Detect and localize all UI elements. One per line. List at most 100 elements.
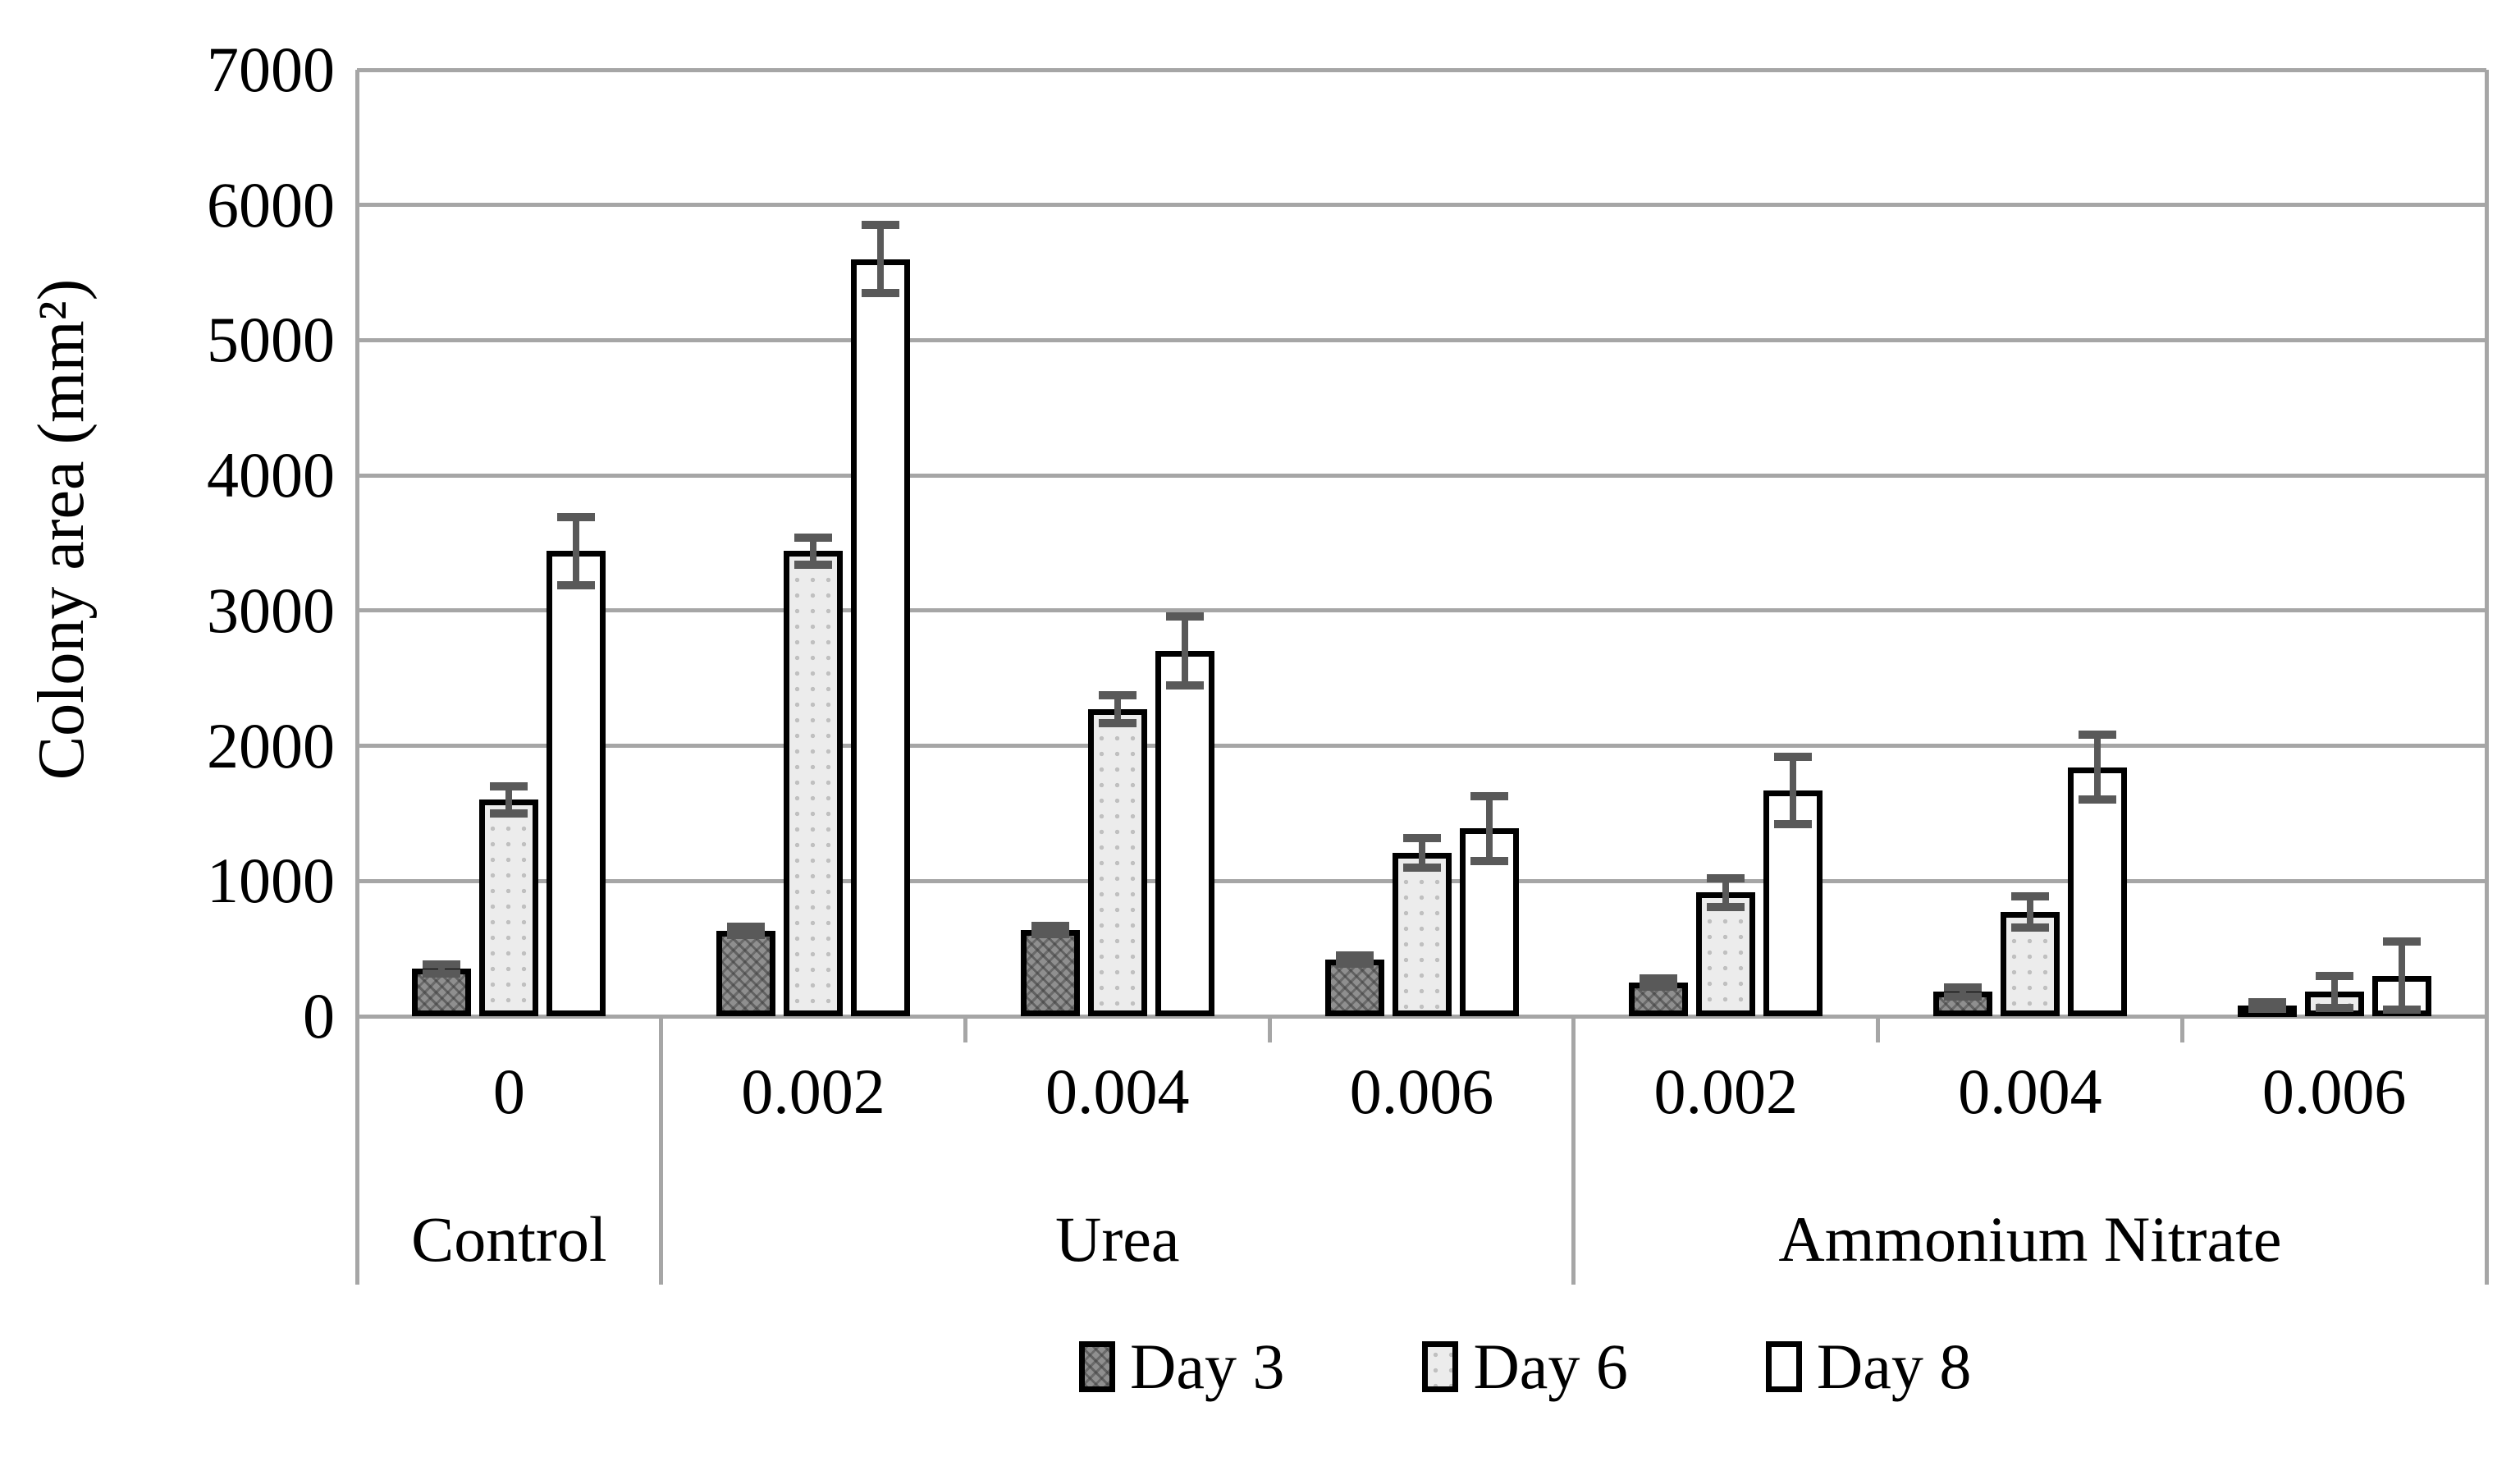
x-tick-label-concentration: 0.006 [2262, 1056, 2407, 1127]
error-bar-cap-bottom [490, 809, 528, 818]
error-bar-cap-bottom [557, 580, 596, 589]
gridline [357, 337, 2486, 342]
bar-day8 [851, 259, 911, 1016]
error-bar-cap-bottom [2078, 795, 2116, 804]
y-tick-label: 6000 [207, 168, 335, 241]
error-bar-cap-bottom [2315, 1004, 2353, 1013]
y-tick-label: 5000 [207, 304, 335, 376]
error-bar-cap-bottom [1402, 863, 1441, 872]
error-bar [2330, 975, 2338, 1009]
legend-item-day-6: Day 6 [1422, 1331, 1628, 1402]
legend-item-day-8: Day 8 [1765, 1331, 1972, 1402]
x-tick-label-concentration: 0.006 [1349, 1056, 1494, 1127]
x-axis-group-label: Urea [1055, 1203, 1180, 1275]
legend-swatch-icon [1079, 1341, 1115, 1392]
y-tick-label: 7000 [207, 34, 335, 105]
x-axis-line [357, 1014, 2486, 1019]
category-tick [1876, 1016, 1881, 1042]
bar-day6 [1696, 892, 1756, 1016]
x-tick-label-concentration: 0.004 [1045, 1056, 1190, 1127]
error-bar-cap-top [1165, 612, 1204, 621]
gridline [357, 608, 2486, 613]
error-bar-cap-top [1707, 873, 1745, 882]
error-bar-cap-top [1335, 951, 1374, 960]
category-tick [963, 1016, 967, 1042]
error-bar-cap-bottom [794, 560, 833, 569]
error-bar-cap-bottom [423, 969, 461, 978]
error-bar [1114, 694, 1121, 724]
error-bar [438, 964, 446, 974]
category-tick [2179, 1016, 2184, 1042]
error-bar [505, 786, 513, 813]
section-separator [1571, 1016, 1576, 1285]
error-bar-cap-top [1402, 833, 1441, 842]
error-bar [1959, 987, 1966, 997]
error-bar [1181, 616, 1188, 686]
error-bar-cap-top [1098, 690, 1137, 699]
gridline [357, 67, 2486, 72]
error-bar [1790, 756, 1797, 825]
gridline [357, 473, 2486, 478]
error-bar-cap-bottom [1335, 959, 1374, 968]
error-bar-cap-top [2248, 997, 2286, 1006]
error-bar-cap-bottom [862, 288, 900, 297]
error-bar-cap-top [862, 221, 900, 230]
error-bar [2026, 896, 2033, 928]
error-bar [1485, 795, 1493, 861]
x-axis-group-label: Control [411, 1203, 607, 1275]
error-bar-cap-top [727, 923, 766, 932]
error-bar-cap-bottom [727, 931, 766, 940]
gridline [357, 744, 2486, 749]
error-bar-cap-bottom [1640, 982, 1678, 991]
error-bar-cap-top [2315, 971, 2353, 980]
error-bar-cap-bottom [1470, 856, 1508, 865]
y-axis-line [354, 70, 359, 1285]
error-bar-cap-bottom [1943, 992, 1982, 1001]
error-bar-cap-top [1640, 974, 1678, 983]
bar-day3 [1020, 929, 1080, 1016]
y-axis-title: Colony area (mm²) [25, 278, 98, 781]
category-tick [1267, 1016, 1272, 1042]
error-bar-cap-top [2010, 892, 2049, 901]
legend-label: Day 8 [1816, 1331, 1972, 1402]
x-tick-label-concentration: 0.004 [1958, 1056, 2102, 1127]
error-bar-cap-top [557, 513, 596, 522]
y-tick-label: 1000 [207, 845, 335, 917]
x-axis-group-label: Ammonium Nitrate [1778, 1203, 2282, 1275]
legend-swatch-icon [1765, 1341, 1802, 1392]
bar-day3 [1932, 992, 1992, 1016]
y-tick-label: 3000 [207, 574, 335, 646]
section-separator [659, 1016, 664, 1285]
legend: Day 3 Day 6 Day 8 [1079, 1331, 1971, 1402]
legend-label: Day 6 [1473, 1331, 1628, 1402]
error-bar [1418, 837, 1425, 868]
error-bar [1722, 877, 1730, 907]
bar-day6 [479, 800, 539, 1016]
error-bar-cap-bottom [1165, 681, 1204, 690]
error-bar-cap-bottom [2382, 1005, 2421, 1014]
error-bar-cap-bottom [1098, 719, 1137, 728]
legend-label: Day 3 [1130, 1331, 1285, 1402]
x-tick-label-concentration: 0.002 [1653, 1056, 1798, 1127]
error-bar-cap-top [1470, 791, 1508, 800]
bar-day3 [1324, 959, 1384, 1016]
error-bar [877, 225, 885, 293]
bar-day8 [547, 551, 606, 1016]
x-tick-label-concentration: 0 [492, 1056, 525, 1127]
y-tick-label: 4000 [207, 439, 335, 511]
error-bar-cap-top [1774, 752, 1813, 761]
error-bar-cap-top [2078, 731, 2116, 740]
error-bar [2398, 942, 2405, 1010]
legend-swatch-icon [1422, 1341, 1459, 1392]
y-tick-label: 2000 [207, 709, 335, 781]
bar-day8 [2067, 767, 2127, 1016]
legend-item-day-3: Day 3 [1079, 1331, 1284, 1402]
bar-day6 [1087, 709, 1147, 1016]
error-bar-cap-top [2382, 937, 2421, 946]
bar-day8 [1155, 651, 1214, 1016]
bar-day3 [716, 931, 776, 1016]
error-bar-cap-bottom [1031, 929, 1069, 938]
error-bar-cap-bottom [2248, 1004, 2286, 1013]
error-bar-cap-top [490, 781, 528, 790]
